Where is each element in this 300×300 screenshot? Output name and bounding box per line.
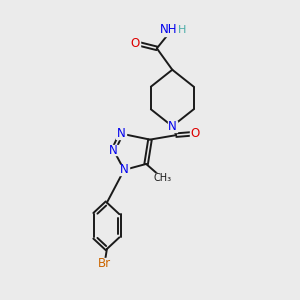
Text: Br: Br <box>98 257 111 270</box>
Bar <box>119 165 129 175</box>
Text: N: N <box>120 164 128 176</box>
Text: CH₃: CH₃ <box>153 173 172 183</box>
Text: N: N <box>109 143 118 157</box>
Bar <box>98 258 112 269</box>
Bar <box>163 24 181 36</box>
Bar <box>190 128 199 139</box>
Text: O: O <box>190 127 199 140</box>
Bar <box>116 128 126 139</box>
Text: N: N <box>117 127 125 140</box>
Text: O: O <box>131 37 140 50</box>
Bar <box>109 145 118 155</box>
Text: N: N <box>168 120 177 133</box>
Text: H: H <box>178 25 187 35</box>
Text: NH: NH <box>160 23 178 36</box>
Bar <box>131 38 140 48</box>
Bar <box>156 173 169 184</box>
Bar <box>167 121 177 132</box>
